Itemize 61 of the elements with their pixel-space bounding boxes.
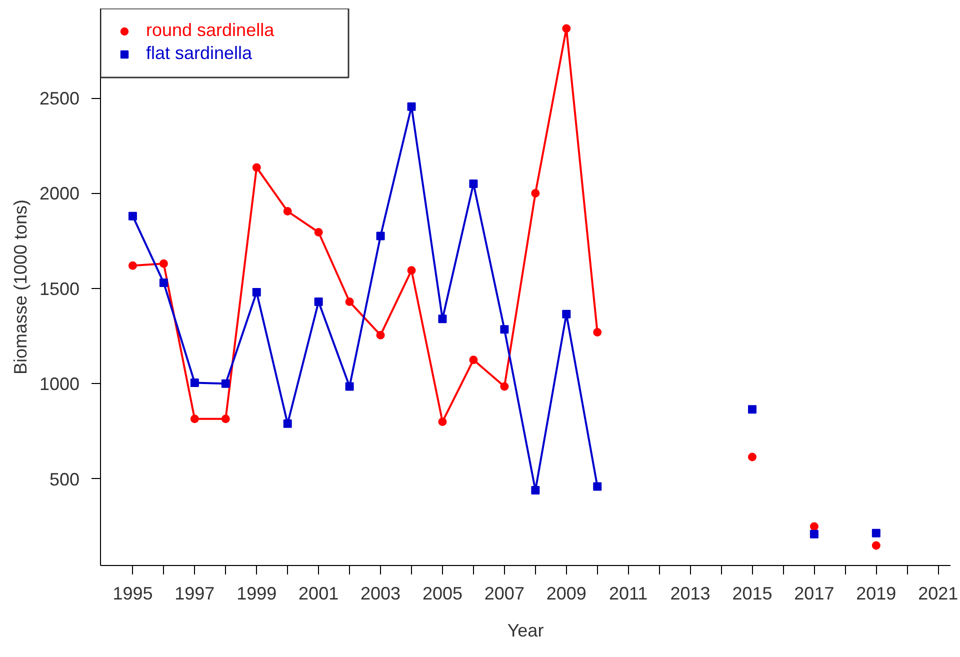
point	[376, 232, 385, 240]
point	[345, 298, 354, 306]
x-tick-label: 2013	[670, 584, 710, 604]
point	[159, 278, 168, 287]
point	[128, 212, 137, 220]
point	[190, 378, 199, 387]
x-tick-label: 1995	[112, 584, 153, 604]
point	[810, 522, 818, 531]
point	[376, 330, 385, 340]
point	[283, 207, 292, 216]
point	[469, 356, 478, 364]
y-tick-label: 2000	[39, 184, 80, 204]
point	[283, 419, 292, 428]
point	[562, 310, 571, 318]
point	[128, 261, 137, 270]
point	[531, 188, 540, 198]
point	[345, 382, 354, 391]
point	[593, 328, 602, 336]
x-tick-label: 1997	[174, 584, 215, 604]
x-tick-label: 2011	[608, 584, 648, 604]
point	[748, 452, 756, 462]
point	[748, 405, 756, 414]
x-tick-label: 2017	[794, 584, 834, 604]
point	[252, 288, 261, 296]
point	[407, 102, 416, 111]
point	[314, 228, 323, 236]
x-tick-label: 2015	[732, 584, 772, 604]
x-tick-label: 2005	[422, 584, 463, 604]
point	[252, 163, 261, 172]
point	[221, 379, 230, 388]
point	[531, 486, 540, 495]
x-tick-label: 2019	[856, 584, 896, 604]
point	[314, 298, 323, 306]
point	[500, 325, 509, 334]
legend-label: round sardinella	[146, 20, 274, 41]
legend-label: flat sardinella	[146, 43, 252, 64]
y-axis-title: Biomasse (1000 tons)	[10, 199, 30, 375]
x-tick-label: 1999	[236, 584, 277, 604]
x-tick-label: 2007	[484, 584, 524, 604]
x-tick-label: 2021	[918, 584, 958, 604]
point	[810, 530, 818, 538]
point	[438, 314, 447, 324]
point	[469, 179, 478, 188]
y-tick-label: 1000	[39, 374, 80, 394]
y-tick-label: 500	[49, 469, 80, 490]
point	[407, 266, 416, 275]
point	[190, 414, 199, 424]
y-tick-label: 2500	[39, 88, 80, 108]
x-tick-label: 2009	[546, 584, 586, 604]
point	[159, 259, 168, 268]
point	[500, 382, 509, 391]
x-tick-label: 2001	[298, 584, 339, 604]
point	[438, 417, 447, 426]
point	[872, 528, 880, 538]
point	[221, 414, 230, 424]
x-tick-label: 2003	[360, 584, 401, 604]
point	[562, 24, 571, 33]
x-axis-title: Year	[507, 620, 544, 640]
point	[872, 541, 880, 550]
y-tick-label: 1500	[39, 278, 80, 299]
point	[593, 482, 602, 491]
